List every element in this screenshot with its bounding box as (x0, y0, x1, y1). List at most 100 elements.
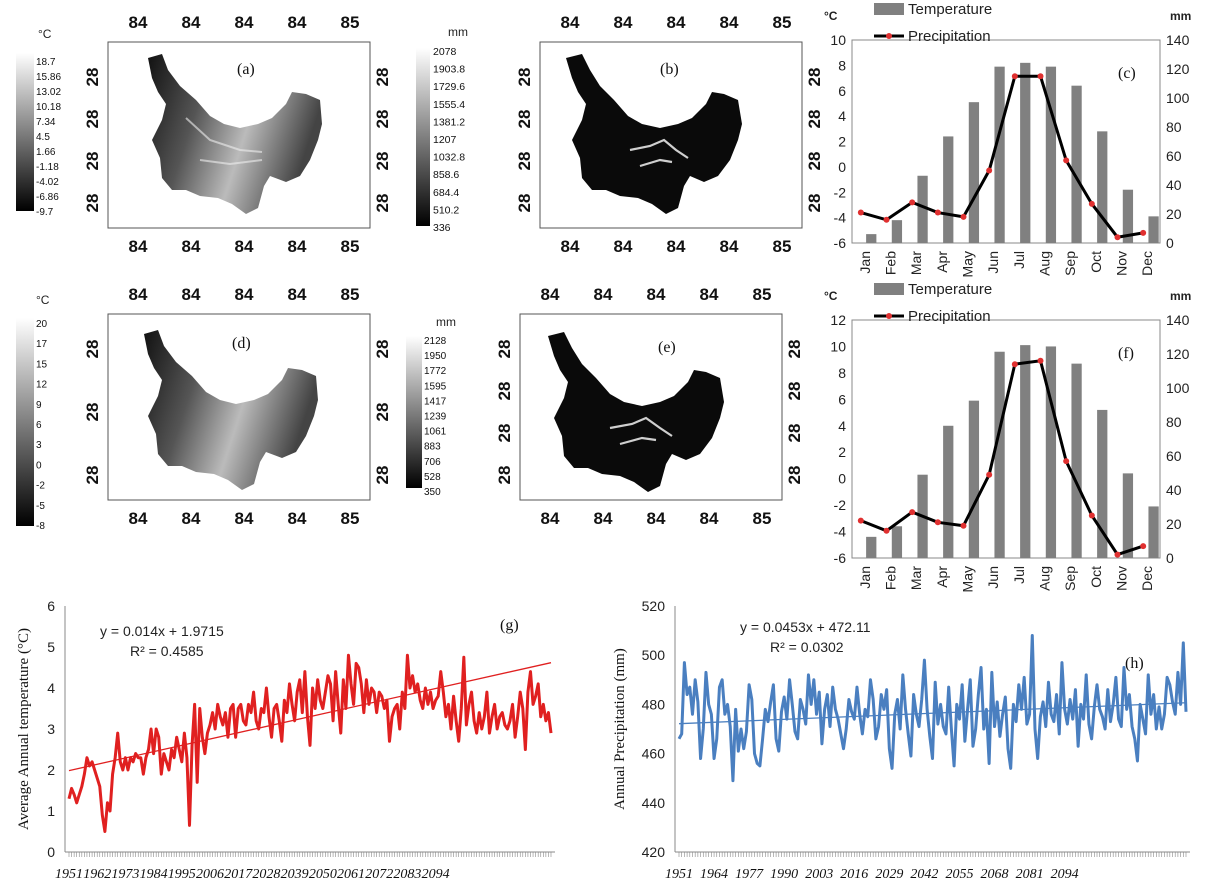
lon-label-bottom: 84 (182, 237, 201, 256)
lon-label-bottom: 84 (288, 237, 307, 256)
lon-label-top: 85 (341, 13, 360, 32)
y-tick-left: 4 (838, 108, 846, 124)
y-axis-label: Average Annual temperature (°C) (16, 628, 32, 830)
trend-r2: R² = 0.0302 (770, 639, 844, 655)
x-tick-label: 1990 (770, 867, 798, 882)
precipitation-point (986, 471, 993, 478)
scale-label: 12 (36, 380, 48, 391)
plot-frame (851, 319, 1161, 559)
y-tick-left: 8 (838, 365, 846, 381)
y-tick-right: 40 (1166, 177, 1182, 193)
scale-label: 2078 (433, 46, 457, 58)
temperature-bar (943, 425, 954, 558)
x-tick-label: 1995 (168, 867, 196, 882)
scale-label: 20 (36, 319, 48, 330)
scale-label: 1239 (424, 412, 447, 423)
temperature-bar (1097, 131, 1108, 243)
y-tick: 440 (642, 795, 666, 811)
scale-label: 2128 (424, 336, 447, 347)
lon-label-bottom: 84 (129, 509, 148, 528)
y-tick-left: 4 (838, 418, 846, 434)
month-label: Jul (1011, 251, 1027, 269)
lat-label-left: 28 (495, 340, 514, 359)
y-tick: 2 (47, 762, 55, 778)
lat-label-right: 28 (373, 340, 392, 359)
month-label: Feb (883, 251, 899, 275)
scale-label: 1032.8 (433, 152, 465, 164)
temperature-bar (866, 234, 877, 243)
scale-label: -5 (36, 501, 45, 512)
trend-line (678, 702, 1187, 725)
y-tick-right: 20 (1166, 516, 1182, 532)
temperature-bar (1148, 216, 1159, 243)
scale-label: 1207 (433, 134, 457, 146)
legend-temperature: Temperature (908, 281, 992, 298)
y-tick-right: 0 (1166, 235, 1174, 251)
lon-label-top: 84 (541, 285, 560, 304)
map-panel-b: mm 2078 1903.8 1729.6 1555.4 1381.2 1207 1032.… (416, 13, 824, 256)
x-tick-label: 1977 (735, 867, 764, 882)
y-tick-right: 120 (1166, 346, 1190, 362)
lon-label-top: 85 (341, 285, 360, 304)
y-label-right: mm (1170, 9, 1191, 23)
x-tick-label: 2017 (224, 867, 253, 882)
x-tick-label: 2003 (805, 867, 833, 882)
map-a-axes: 84 84 84 84 84 84 84 84 85 85 28 28 28 28 28 28 28 28 (83, 13, 392, 256)
lat-label-right: 28 (805, 110, 824, 129)
y-tick-right: 120 (1166, 61, 1190, 77)
map-d-basin (144, 330, 318, 490)
y-tick-left: 6 (838, 83, 846, 99)
x-tick-label: 2006 (196, 867, 224, 882)
y-tick-left: 6 (838, 391, 846, 407)
y-tick-left: 2 (838, 444, 846, 460)
lat-label-left: 28 (83, 403, 102, 422)
y-tick-left: -2 (834, 184, 847, 200)
temperature-bar (1071, 85, 1082, 243)
precipitation-point (883, 216, 890, 223)
map-d-unit: °C (36, 293, 50, 307)
lat-label-right: 28 (805, 68, 824, 87)
lon-label-bottom: 85 (341, 509, 360, 528)
lon-label-bottom: 84 (288, 509, 307, 528)
lon-label-top: 84 (288, 285, 307, 304)
lon-label-top: 84 (614, 13, 633, 32)
lon-label-top: 84 (561, 13, 580, 32)
scale-label: 350 (424, 487, 441, 498)
temperature-bar (1122, 473, 1134, 558)
map-a-colorbar (16, 53, 34, 211)
lon-label-bottom: 84 (182, 509, 201, 528)
y-tick-left: -2 (834, 497, 847, 513)
panel-label: (g) (500, 617, 519, 634)
precipitation-point (1037, 357, 1044, 364)
lat-label-right: 28 (805, 194, 824, 213)
x-tick-label: 2016 (840, 867, 868, 882)
trend-line (68, 662, 552, 772)
scale-label: 336 (433, 222, 451, 234)
y-label-left: °C (824, 289, 838, 303)
x-tick-label: 1951 (55, 867, 83, 882)
temperature-bar (1122, 189, 1134, 243)
scale-label: 6 (36, 420, 42, 431)
map-e-colorbar (406, 336, 422, 488)
temperature-bar (891, 526, 903, 558)
scale-label: 528 (424, 472, 441, 483)
month-label: Sep (1062, 566, 1078, 591)
lat-label-right: 28 (373, 403, 392, 422)
scale-label: -4.02 (36, 177, 59, 188)
lon-label-bottom: 84 (720, 237, 739, 256)
y-tick: 460 (642, 746, 666, 762)
precipitation-point (1011, 361, 1018, 368)
lon-label-bottom: 85 (341, 237, 360, 256)
x-tick-label: 2050 (309, 867, 337, 882)
scale-label: 15 (36, 359, 48, 370)
scale-label: 18.7 (36, 57, 56, 68)
temperature-bar (1020, 345, 1031, 558)
legend-precipitation: Precipitation (908, 28, 991, 45)
month-label: Apr (934, 566, 950, 588)
temperature-bar (1045, 66, 1057, 243)
precipitation-point (1114, 234, 1121, 241)
precipitation-point (1114, 551, 1121, 558)
lon-label-bottom: 84 (614, 237, 633, 256)
